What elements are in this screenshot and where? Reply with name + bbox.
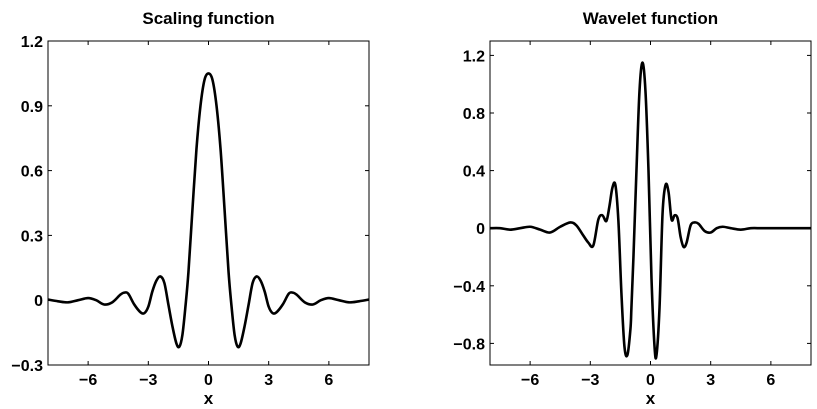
x-tick-label: 6 bbox=[766, 372, 775, 389]
plot-frame bbox=[47, 40, 370, 366]
x-tick-label: −3 bbox=[139, 372, 157, 389]
y-tick-label: 1.2 bbox=[21, 34, 43, 51]
series-line-1 bbox=[490, 61, 811, 360]
chart-title: Scaling function bbox=[142, 9, 274, 28]
x-tick-label: −6 bbox=[79, 372, 97, 389]
y-tick-label: 0.4 bbox=[463, 164, 485, 181]
chart-panel-2: −6 −3 0 3 6 −0.8 −0.4 0 0.4 0.8 1.2 Wavelet functio… bbox=[453, 9, 812, 408]
x-axis-label: x bbox=[646, 389, 656, 408]
y-tick-label: −0.4 bbox=[453, 279, 485, 296]
x-tick-label: 3 bbox=[264, 372, 273, 389]
y-tick-label: −0.3 bbox=[11, 358, 43, 375]
y-tick-label: 0.8 bbox=[463, 106, 485, 123]
x-tick-label: 0 bbox=[204, 372, 213, 389]
y-tick-label: 0.6 bbox=[21, 164, 43, 181]
chart-title: Wavelet function bbox=[583, 9, 718, 28]
x-tick-label: −6 bbox=[521, 372, 539, 389]
x-tick-label: 0 bbox=[646, 372, 655, 389]
y-tick-label: −0.8 bbox=[453, 336, 485, 353]
y-tick-label: 0.3 bbox=[21, 228, 43, 245]
x-tick-label: −3 bbox=[581, 372, 599, 389]
y-tick-label: 1.2 bbox=[463, 48, 485, 65]
chart-panel-1: −6 −3 0 3 6 −0.3 0 0.3 0.6 0.9 1.2 Scaling function… bbox=[11, 9, 370, 408]
y-tick-label: 0.9 bbox=[21, 99, 43, 116]
series-line-1 bbox=[48, 72, 369, 349]
x-tick-label: 6 bbox=[324, 372, 333, 389]
y-tick-label: 0 bbox=[476, 221, 485, 238]
x-tick-label: 3 bbox=[706, 372, 715, 389]
y-tick-label: 0 bbox=[34, 293, 43, 310]
x-axis-label: x bbox=[204, 389, 214, 408]
